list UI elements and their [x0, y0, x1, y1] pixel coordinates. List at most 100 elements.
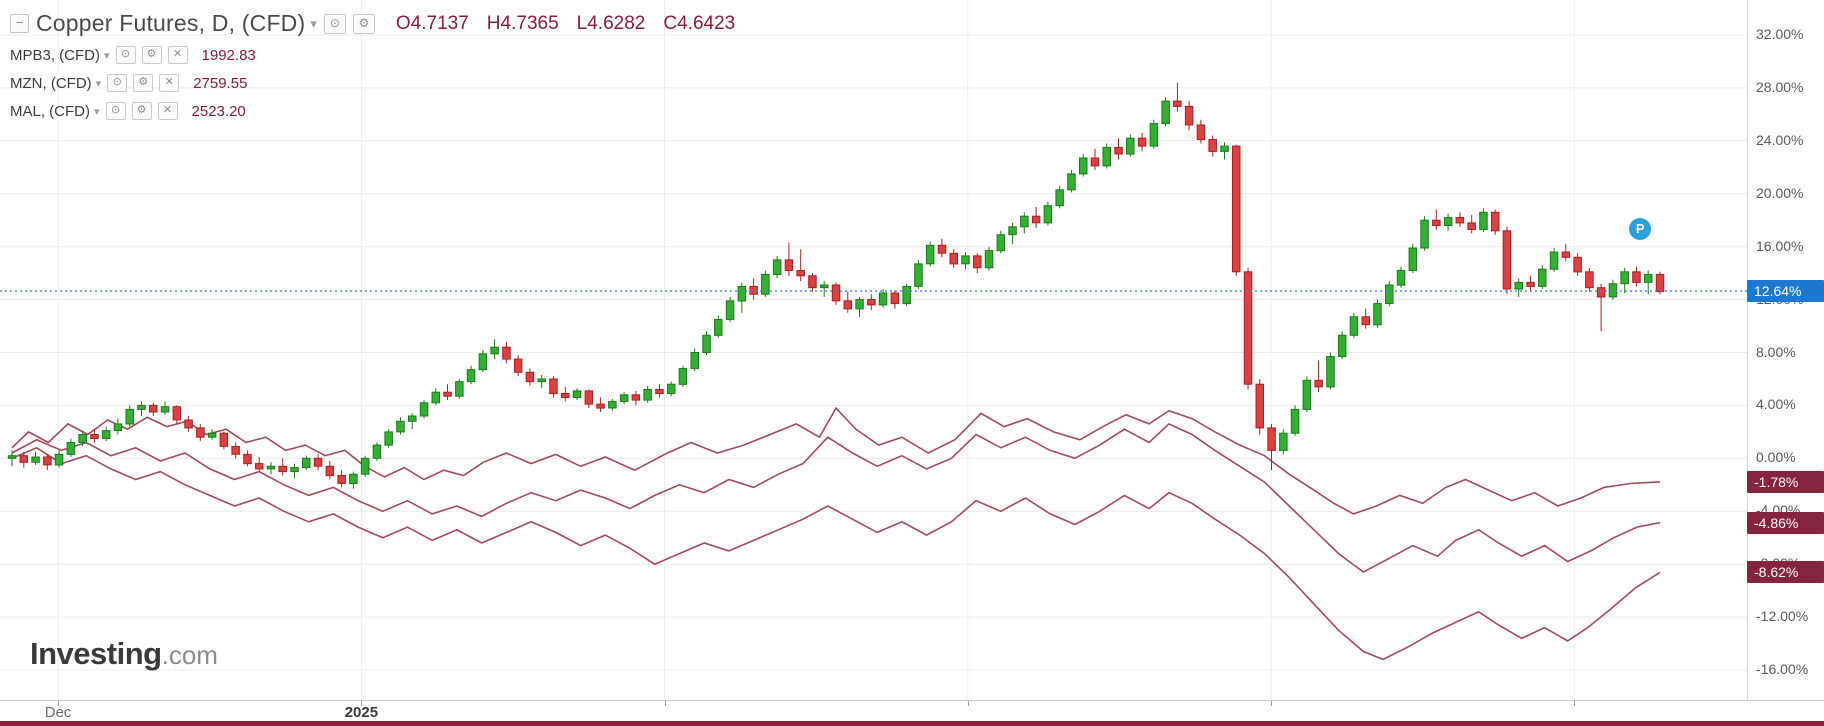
candle-body — [1243, 271, 1253, 385]
candle-body — [513, 358, 523, 373]
candle-body — [1467, 222, 1476, 230]
candle-body — [820, 284, 829, 289]
close-icon[interactable]: ✕ — [157, 102, 178, 120]
candle-body — [1326, 356, 1335, 388]
price-tag-overlay: -1.78% — [1747, 470, 1824, 493]
chevron-down-icon[interactable]: ▾ — [310, 15, 317, 31]
candle-body — [1090, 157, 1100, 167]
candle-body — [725, 300, 735, 320]
candle-body — [1279, 432, 1288, 451]
candle-body — [1043, 205, 1053, 224]
series-name[interactable]: MAL, (CFD) — [10, 102, 90, 120]
candle-body — [219, 432, 229, 447]
close-icon[interactable]: ✕ — [159, 74, 180, 92]
candle-body — [1408, 247, 1418, 271]
candle-body — [125, 408, 134, 425]
y-axis-label: 20.00% — [1756, 184, 1804, 201]
candle-body — [431, 391, 440, 404]
close-icon[interactable]: ✕ — [167, 46, 188, 64]
gear-icon[interactable]: ⚙ — [131, 102, 152, 120]
candle-body — [831, 284, 841, 302]
close-label: C — [663, 12, 678, 34]
candle-body — [843, 300, 852, 310]
y-axis-label: 0.00% — [1756, 449, 1796, 466]
x-axis-tick — [967, 701, 969, 706]
chevron-down-icon[interactable]: ▾ — [104, 49, 110, 62]
candle-body — [1432, 219, 1441, 226]
candle-body — [961, 255, 970, 265]
candle-body — [949, 252, 958, 265]
candle-body — [349, 473, 358, 485]
close-value: 4.6423 — [677, 12, 736, 34]
price-chart-canvas[interactable] — [0, 0, 1747, 700]
candle-body — [1161, 100, 1170, 125]
y-axis-label: 8.00% — [1756, 343, 1796, 360]
y-axis-label: -12.00% — [1756, 608, 1809, 625]
candle-body — [1102, 146, 1111, 167]
candle-body — [160, 406, 170, 413]
gear-icon[interactable]: ⚙ — [141, 46, 162, 64]
dot-circle-icon[interactable]: ⊙ — [323, 13, 346, 34]
time-axis[interactable]: Dec 2025 — [0, 700, 1824, 722]
high-value: 4.7365 — [500, 12, 559, 34]
candle-body — [1337, 334, 1347, 357]
overlay-series-row: MAL, (CFD) ▾ ⊙ ⚙ ✕ 2523.20 — [10, 102, 735, 120]
dot-circle-icon[interactable]: ⊙ — [107, 74, 128, 92]
candle-body — [360, 457, 370, 475]
candle-body — [655, 389, 664, 394]
open-label: O — [395, 12, 411, 34]
candle-body — [54, 453, 64, 466]
candle-body — [1526, 281, 1535, 287]
candle-body — [1114, 146, 1123, 155]
gear-icon[interactable]: ⚙ — [352, 13, 375, 34]
candle-body — [996, 234, 1006, 252]
candle-body — [31, 456, 40, 463]
candle-body — [1373, 303, 1382, 326]
candle-body — [937, 244, 947, 254]
candle-body — [372, 444, 382, 459]
collapse-icon[interactable]: − — [10, 14, 29, 33]
series-value: 2523.20 — [191, 102, 246, 120]
candle-body — [643, 389, 652, 401]
candle-body — [90, 434, 99, 439]
candle-body — [1396, 270, 1406, 286]
candle-body — [455, 381, 464, 397]
x-axis-tick — [361, 701, 363, 706]
candle-body — [419, 402, 429, 417]
symbol-title[interactable]: Copper Futures, D, (CFD) — [36, 10, 306, 36]
candle-body — [1208, 139, 1217, 152]
low-label: L — [576, 12, 588, 34]
event-marker-p[interactable]: P — [1629, 218, 1652, 241]
candle-body — [1632, 271, 1641, 283]
overlay-line-MZN — [11, 422, 1661, 574]
candle-body — [690, 352, 699, 369]
price-axis[interactable]: 32.00%28.00%24.00%20.00%16.00%12.00%8.00… — [1747, 0, 1824, 700]
series-name[interactable]: MZN, (CFD) — [10, 74, 92, 92]
candle-body — [631, 394, 641, 401]
series-name[interactable]: MPB3, (CFD) — [10, 46, 100, 64]
chart-legend: − Copper Futures, D, (CFD) ▾ ⊙ ⚙ O4.7137… — [10, 10, 735, 130]
dot-circle-icon[interactable]: ⊙ — [115, 46, 136, 64]
candle-body — [172, 406, 182, 421]
dot-circle-icon[interactable]: ⊙ — [105, 102, 126, 120]
candle-body — [678, 367, 688, 385]
candle-body — [572, 390, 582, 398]
overlay-line-MAL — [11, 446, 1661, 661]
candle-body — [1644, 273, 1653, 283]
candle-body — [1596, 287, 1606, 298]
candle-body — [384, 431, 393, 446]
gear-icon[interactable]: ⚙ — [133, 74, 154, 92]
candle-body — [808, 275, 817, 289]
candle-body — [1255, 383, 1264, 429]
candle-body — [396, 420, 405, 433]
candle-body — [78, 434, 87, 443]
candle-body — [1620, 271, 1629, 285]
candle-body — [1184, 105, 1194, 126]
chevron-down-icon[interactable]: ▾ — [95, 77, 102, 90]
candle-body — [1302, 379, 1312, 410]
candle-body — [113, 423, 123, 431]
candle-body — [43, 456, 52, 466]
chevron-down-icon[interactable]: ▾ — [94, 105, 100, 118]
x-axis-tick — [664, 701, 666, 706]
